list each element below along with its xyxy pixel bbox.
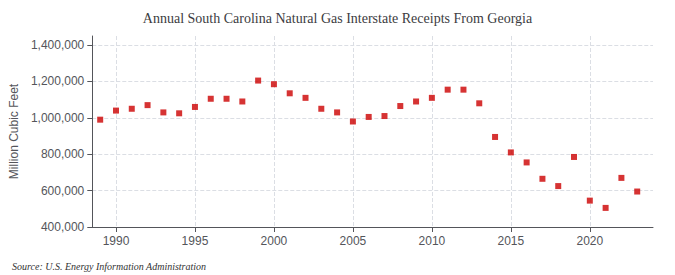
svg-text:2020: 2020: [576, 234, 603, 248]
svg-text:2005: 2005: [340, 234, 367, 248]
svg-text:Source: U.S. Energy Informatio: Source: U.S. Energy Information Administ…: [12, 261, 206, 272]
svg-text:1995: 1995: [182, 234, 209, 248]
svg-text:1,000,000: 1,000,000: [31, 111, 85, 125]
svg-text:400,000: 400,000: [41, 220, 85, 234]
svg-text:1990: 1990: [103, 234, 130, 248]
svg-text:1,200,000: 1,200,000: [31, 74, 85, 88]
svg-text:600,000: 600,000: [41, 184, 85, 198]
svg-text:Annual South Carolina Natural: Annual South Carolina Natural Gas Inters…: [143, 11, 533, 26]
svg-text:2015: 2015: [497, 234, 524, 248]
svg-text:1,400,000: 1,400,000: [31, 38, 85, 52]
svg-text:2010: 2010: [419, 234, 446, 248]
svg-text:800,000: 800,000: [41, 147, 85, 161]
svg-text:Million Cubic Feet: Million Cubic Feet: [7, 83, 21, 179]
svg-text:2000: 2000: [261, 234, 288, 248]
